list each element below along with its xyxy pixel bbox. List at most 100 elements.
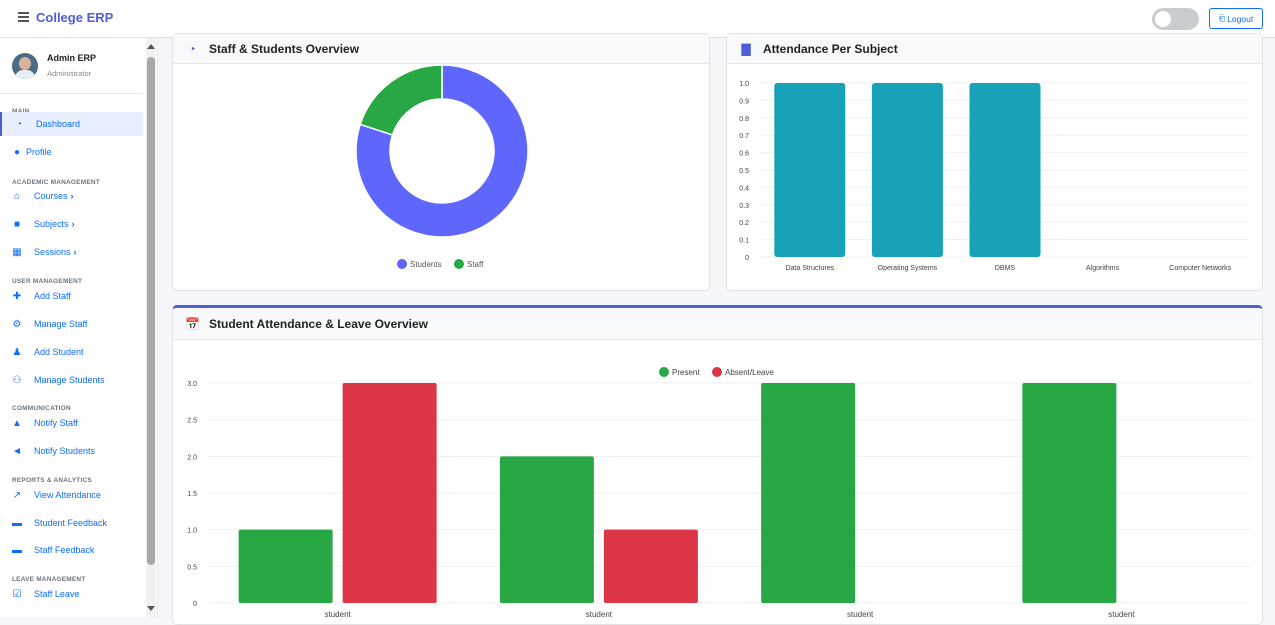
legend-marker [454, 259, 464, 269]
avatar [12, 53, 38, 79]
graduation-cap-icon: ⌂ [13, 190, 21, 202]
sidebar-scrollbar[interactable] [146, 38, 156, 617]
attendance-leave-card: 📅 Student Attendance & Leave Overview 3.… [172, 305, 1263, 625]
x-tick-label: student [1108, 610, 1135, 619]
sidebar-section-heading: COMMUNICATION [12, 405, 71, 412]
sidebar-item-subjects[interactable]: ■ Subjects › [0, 212, 143, 236]
scroll-down-arrow-icon[interactable] [147, 606, 155, 611]
sidebar-item-manage-students[interactable]: ⚇ Manage Students [0, 368, 143, 392]
y-tick-label: 1.0 [739, 81, 749, 88]
sidebar-item-dashboard[interactable]: ◔ Dashboard [0, 112, 143, 136]
sidebar-item-label: Manage Staff [34, 319, 88, 329]
logout-label: Logout [1227, 13, 1254, 24]
y-tick-label: 1.0 [187, 528, 197, 535]
legend-label: Staff [467, 260, 484, 269]
sidebar-item-courses[interactable]: ⌂ Courses › [0, 184, 143, 208]
card-header: ◔ Staff & Students Overview [173, 34, 709, 64]
users-cog-icon: ⚙ [12, 318, 22, 330]
x-tick-label: Operating Systems [878, 265, 938, 272]
sidebar-item-label: Manage Students [34, 375, 105, 385]
user-name: Admin ERP [47, 53, 97, 63]
card-title: Staff & Students Overview [209, 41, 360, 56]
card-title: Attendance Per Subject [763, 41, 898, 56]
sidebar-item-add-student[interactable]: ♟ Add Student [0, 340, 143, 364]
bar-present [238, 529, 333, 603]
sidebar-item-view-attendance[interactable]: ↗ View Attendance [0, 483, 143, 507]
sidebar-item-profile[interactable]: ● Profile [0, 140, 143, 164]
y-tick-label: 2.0 [187, 454, 197, 461]
sidebar-item-notify-students[interactable]: ◄ Notify Students [0, 439, 143, 463]
sidebar-item-manage-staff[interactable]: ⚙ Manage Staff [0, 312, 143, 336]
sidebar: Admin ERP Administrator MAIN ACADEMIC MAN… [0, 38, 158, 617]
theme-toggle-switch[interactable] [1152, 8, 1199, 30]
y-tick-label: 0.4 [739, 185, 749, 192]
sidebar-item-label: Staff Feedback [34, 545, 95, 555]
x-tick-label: student [325, 610, 352, 619]
bell-icon: ▲ [12, 417, 22, 429]
x-tick-label: student [847, 610, 874, 619]
sidebar-item-label: View Attendance [34, 490, 101, 500]
sidebar-section-heading: REPORTS & ANALYTICS [12, 477, 92, 484]
bar-dbms [969, 83, 1041, 257]
legend-marker [659, 367, 669, 377]
x-tick-label: Algorithms [1086, 265, 1120, 272]
user-panel: Admin ERP Administrator [0, 38, 143, 94]
dashboard-icon: ◔ [15, 118, 23, 130]
pie-slice-staff [359, 64, 443, 136]
chevron-right-icon: › [70, 191, 74, 201]
card-header: 📅 Student Attendance & Leave Overview [173, 308, 1262, 340]
attendance-bar-chart: 1.0 0.9 0.8 0.7 0.6 0.5 0.4 0.3 0.2 0.1 0 Data Stru… [739, 81, 1249, 272]
x-tick-label: Data Structures [785, 265, 834, 272]
comments-icon: ▬ [12, 517, 22, 529]
chevron-right-icon: › [71, 219, 75, 229]
bullhorn-icon: ◄ [12, 445, 22, 457]
y-tick-label: 0.9 [739, 98, 749, 105]
sidebar-item-sessions[interactable]: ▦ Sessions › [0, 240, 143, 264]
sidebar-item-student-feedback[interactable]: ▬ Student Feedback [0, 511, 143, 535]
y-tick-label: 0.8 [739, 116, 749, 123]
sidebar-item-label: Dashboard [36, 119, 81, 129]
y-tick-label: 0.3 [739, 203, 749, 210]
bar-chart-icon: ▇ [741, 41, 751, 56]
y-tick-label: 2.5 [187, 418, 197, 425]
sidebar-item-label: Sessions [34, 247, 71, 257]
sidebar-section-heading: USER MANAGEMENT [12, 278, 83, 285]
y-tick-label: 0.6 [739, 151, 749, 158]
attendance-per-subject-card: ▇ Attendance Per Subject 1.0 0.9 0.8 0.7 0.6… [726, 33, 1263, 291]
bar-data-structures [774, 83, 846, 257]
sidebar-item-staff-feedback[interactable]: ▬ Staff Feedback [0, 538, 143, 562]
menu-toggle-icon[interactable] [18, 12, 29, 22]
y-tick-label: 0.5 [739, 168, 749, 175]
y-tick-label: 0.1 [739, 238, 749, 245]
users-icon: ⚇ [12, 374, 22, 386]
legend-marker [397, 259, 407, 269]
sidebar-item-add-staff[interactable]: ✚ Add Staff [0, 284, 143, 308]
sidebar-item-label: Profile [26, 147, 52, 157]
user-plus-icon: ✚ [12, 290, 22, 302]
y-tick-label: 0.2 [739, 220, 749, 227]
bar-operating-systems [871, 83, 943, 257]
sidebar-item-notify-staff[interactable]: ▲ Notify Staff [0, 411, 143, 435]
calendar-icon: ▦ [12, 246, 22, 258]
line-chart-icon: ↗ [12, 489, 22, 501]
logout-button[interactable]: ⎗ Logout [1209, 8, 1263, 29]
sidebar-item-label: Student Feedback [34, 518, 108, 528]
sidebar-item-label: Notify Staff [34, 418, 78, 428]
y-tick-label: 1.5 [187, 491, 197, 498]
scrollbar-thumb[interactable] [147, 57, 155, 565]
app-title[interactable]: College ERP [36, 10, 114, 25]
bar-present [499, 456, 594, 603]
bar-present [761, 383, 856, 603]
scroll-up-arrow-icon[interactable] [147, 44, 155, 49]
attendance-leave-bar-chart: 3.0 2.5 2.0 1.5 1.0 0.5 0 Present Absent/Leave st… [187, 367, 1252, 619]
pie-chart-icon: ◔ [188, 41, 196, 56]
bar-absent-leave [342, 383, 437, 603]
sidebar-item-label: Courses [34, 191, 68, 201]
sign-out-icon: ⎗ [1218, 13, 1226, 23]
x-tick-label: DBMS [995, 265, 1016, 272]
staff-students-overview-card: ◔ Staff & Students Overview Students Staf… [172, 33, 710, 291]
y-tick-label: 3.0 [187, 381, 197, 388]
user-circle-icon: ● [13, 146, 21, 158]
staff-students-pie-chart: Students Staff [355, 64, 529, 269]
sidebar-item-staff-leave[interactable]: ☑ Staff Leave [0, 582, 143, 606]
